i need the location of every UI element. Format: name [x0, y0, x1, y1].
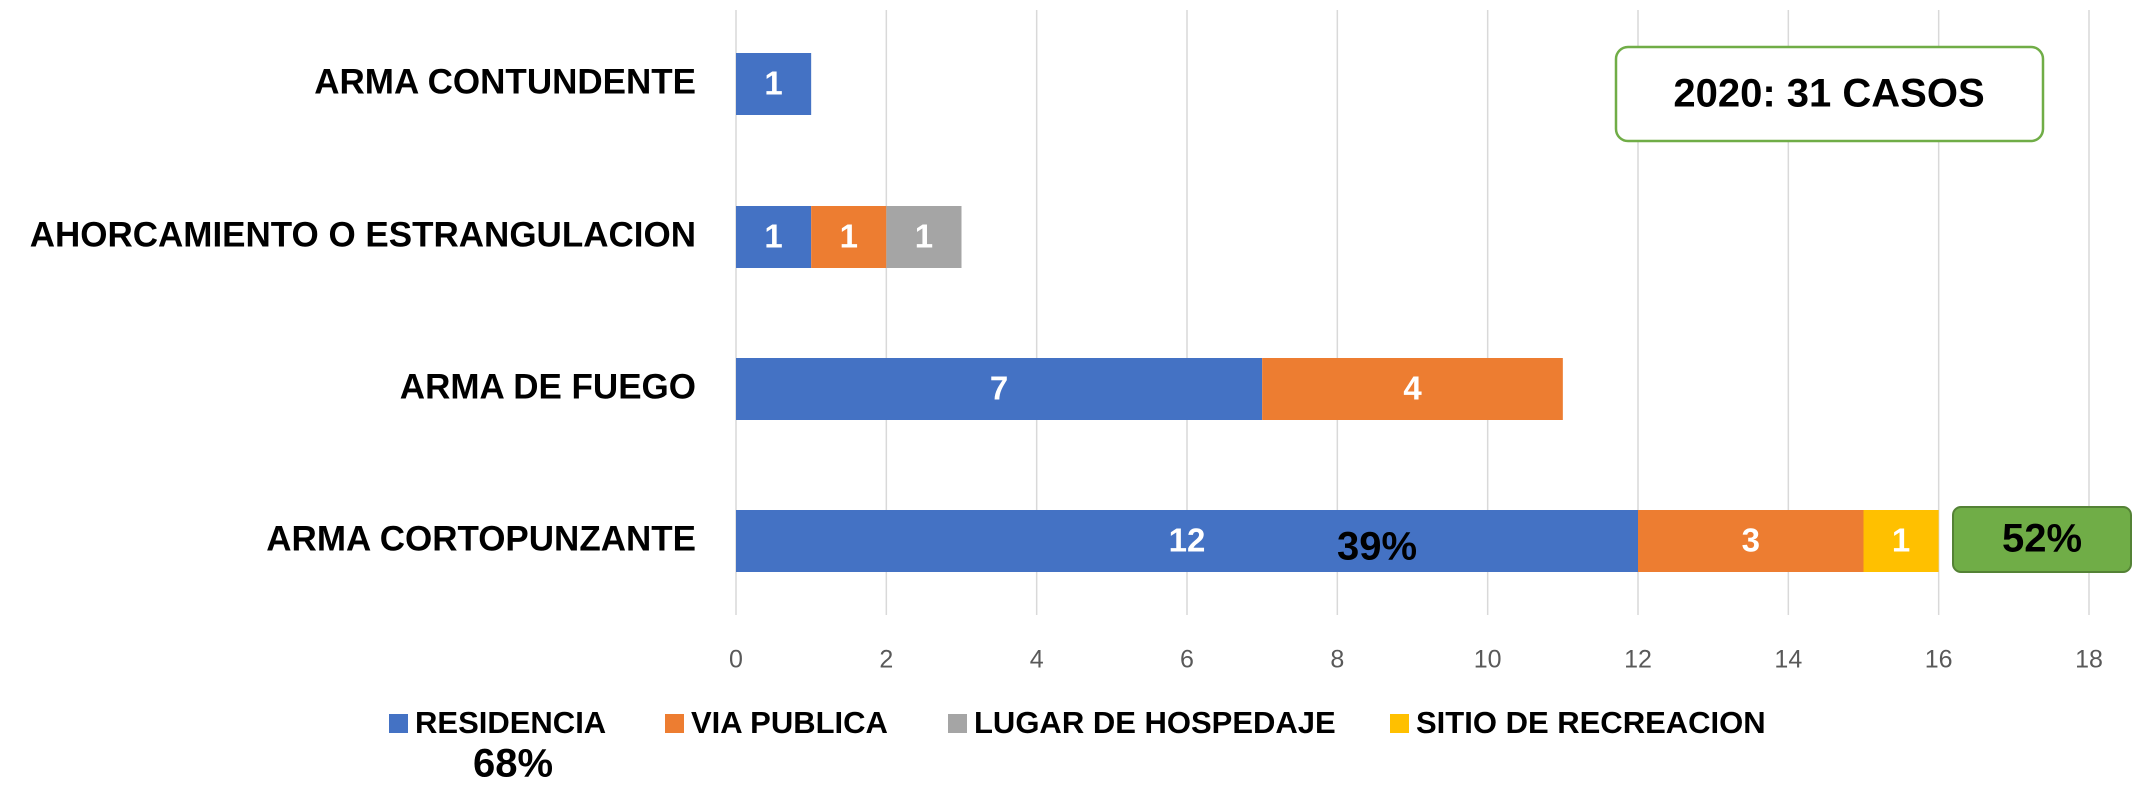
- legend-swatch: [1390, 714, 1409, 733]
- bar-segment: [736, 53, 812, 115]
- annotation-box: [1614, 45, 2045, 143]
- value-label: 1: [764, 218, 782, 255]
- category-label: ARMA DE FUEGO: [400, 367, 696, 406]
- x-tick-label: 8: [1330, 646, 1344, 674]
- annotation: 52%: [2002, 517, 2082, 561]
- value-label: 7: [990, 370, 1008, 407]
- category-label: ARMA CONTUNDENTE: [314, 62, 696, 101]
- x-tick-label: 2: [879, 646, 893, 674]
- value-label: 4: [1403, 370, 1422, 407]
- value-label: 12: [1169, 522, 1206, 559]
- x-tick-label: 14: [1774, 646, 1802, 674]
- annotation-box: [1952, 506, 2132, 573]
- annotation: 68%: [473, 742, 553, 786]
- value-label: 1: [840, 218, 858, 255]
- legend-label: RESIDENCIA: [415, 705, 606, 740]
- legend-swatch: [665, 714, 684, 733]
- bar-segment: [1863, 510, 1939, 572]
- annotation: 2020: 31 CASOS: [1673, 72, 1984, 116]
- x-tick-label: 10: [1474, 646, 1502, 674]
- legend-label: VIA PUBLICA: [691, 705, 888, 740]
- x-tick-label: 12: [1624, 646, 1652, 674]
- bar-segment: [736, 206, 812, 268]
- category-label: ARMA CORTOPUNZANTE: [266, 519, 696, 558]
- legend-swatch: [948, 714, 967, 733]
- bar-segment: [811, 206, 887, 268]
- bar-segment: [886, 206, 962, 268]
- x-tick-label: 18: [2075, 646, 2103, 674]
- legend-swatch: [389, 714, 408, 733]
- legend-label: SITIO DE RECREACION: [1416, 705, 1766, 740]
- bar-segment: [736, 510, 1638, 572]
- x-tick-label: 16: [1925, 646, 1953, 674]
- category-label: AHORCAMIENTO O ESTRANGULACION: [30, 215, 696, 254]
- x-tick-label: 6: [1180, 646, 1194, 674]
- value-label: 1: [1892, 522, 1910, 559]
- x-tick-label: 4: [1030, 646, 1044, 674]
- bar-segment: [1262, 358, 1563, 420]
- legend-label: LUGAR DE HOSPEDAJE: [974, 705, 1336, 740]
- bar-segment: [1638, 510, 1864, 572]
- value-label: 1: [764, 65, 782, 102]
- bar-segment: [736, 358, 1263, 420]
- value-label: 1: [915, 218, 933, 255]
- annotation: 39%: [1337, 525, 1417, 569]
- x-tick-label: 0: [729, 646, 743, 674]
- value-label: 3: [1742, 522, 1760, 559]
